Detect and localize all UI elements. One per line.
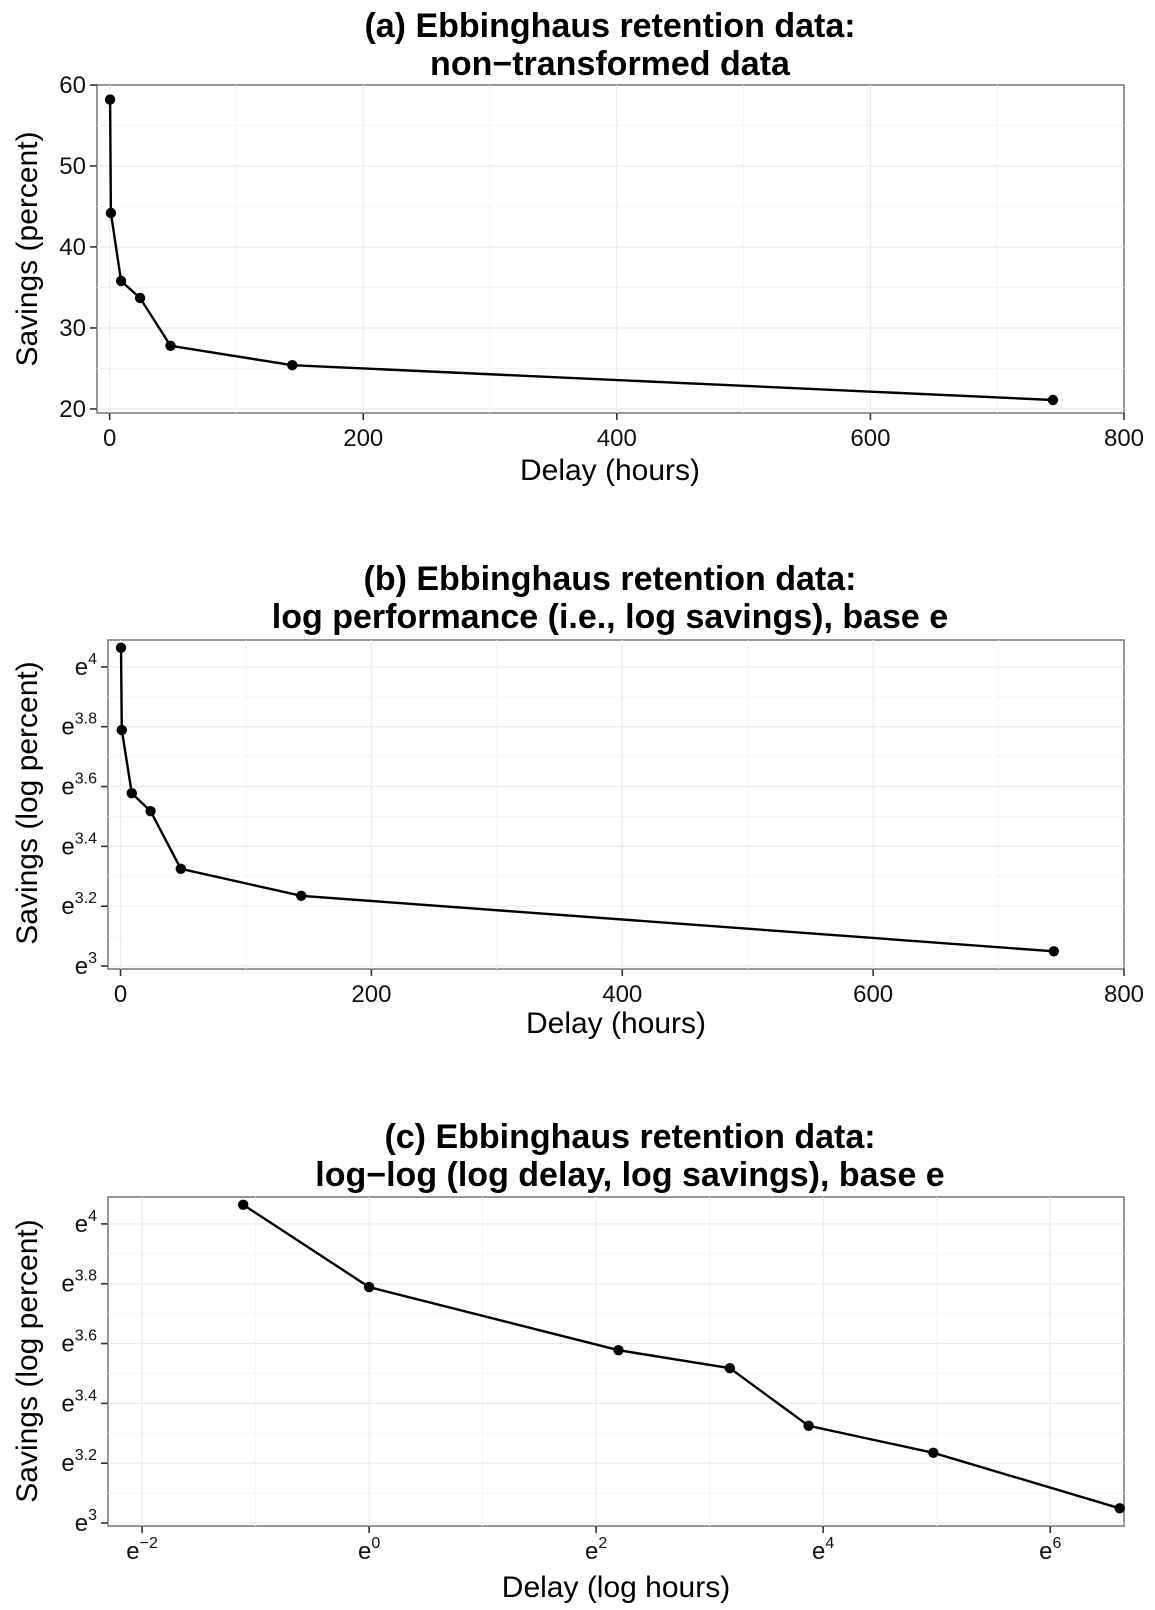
chart-b-data-point xyxy=(296,890,307,901)
chart-c-x-tick-label: e4 xyxy=(812,1535,834,1565)
chart-b-plot-area xyxy=(107,639,1125,970)
panel-b: (b) Ebbinghaus retention data: log perfo… xyxy=(11,560,1144,1040)
chart-a-title-line2: non−transformed data xyxy=(430,45,791,83)
chart-c-y-tick-label: e3.8 xyxy=(61,1268,97,1298)
chart-c-x-tick-label: e2 xyxy=(585,1535,607,1565)
panel-c: (c) Ebbinghaus retention data: log−log (… xyxy=(11,1118,1125,1604)
chart-c-data-point xyxy=(613,1345,624,1356)
chart-a-data-point xyxy=(287,360,298,371)
chart-b-x-axis-label: Delay (hours) xyxy=(526,1007,706,1040)
chart-c-title-line1: (c) Ebbinghaus retention data: xyxy=(384,1118,875,1156)
chart-b-data-point xyxy=(116,724,128,736)
chart-a-y-tick-label: 60 xyxy=(59,72,86,99)
chart-a-data-point xyxy=(134,292,146,304)
chart-a-data-point xyxy=(1047,394,1059,406)
chart-a-x-tick-label: 600 xyxy=(850,425,890,452)
chart-a-data-point xyxy=(115,275,127,287)
chart-a-data-point xyxy=(105,207,117,219)
chart-b-series xyxy=(115,642,1060,957)
chart-b-x-axis: 0 200 400 600 800 xyxy=(114,969,1144,1008)
chart-b-data-point xyxy=(145,806,156,817)
chart-b-grid xyxy=(108,640,1124,969)
chart-b-data-point xyxy=(1048,946,1060,957)
panel-a: (a) Ebbinghaus retention data: non−trans… xyxy=(11,7,1144,487)
chart-c-y-tick-label: e3.6 xyxy=(61,1328,97,1358)
chart-c-data-point xyxy=(1114,1503,1125,1514)
chart-a-x-tick-label: 400 xyxy=(597,425,637,452)
chart-b-data-point xyxy=(175,863,186,874)
chart-a-x-axis-label: Delay (hours) xyxy=(520,454,700,487)
chart-b-y-tick-label: e3.2 xyxy=(61,890,97,920)
chart-b-y-tick-label: e3 xyxy=(75,950,97,980)
chart-c-x-tick-label: e−2 xyxy=(126,1535,158,1565)
chart-c-y-axis-label: Savings (log percent) xyxy=(11,1219,44,1502)
chart-b-y-tick-label: e3.8 xyxy=(61,711,97,741)
chart-c-data-point xyxy=(928,1447,939,1459)
chart-b-title-line2: log performance (i.e., log savings), bas… xyxy=(272,598,948,636)
chart-c-y-tick-label: e3 xyxy=(75,1507,97,1537)
chart-c-y-tick-label: e3.4 xyxy=(61,1387,97,1417)
chart-c-y-axis: e3 e3.2 e3.4 e3.6 e3.8 e4 xyxy=(61,1208,108,1537)
chart-c-x-axis: e−2 e0 e2 e4 e6 xyxy=(126,1526,1061,1565)
chart-c-data-point xyxy=(724,1363,736,1374)
chart-a-x-tick-label: 800 xyxy=(1104,425,1144,452)
chart-b-y-axis-label: Savings (log percent) xyxy=(11,661,44,944)
chart-a-title-line1: (a) Ebbinghaus retention data: xyxy=(364,7,855,45)
chart-b-data-point xyxy=(115,642,127,653)
chart-b-x-tick-label: 200 xyxy=(351,981,391,1008)
chart-b-y-tick-label: e3.6 xyxy=(61,771,97,801)
chart-a-x-axis: 0 200 400 600 800 xyxy=(103,413,1144,452)
chart-b-title-line1: (b) Ebbinghaus retention data: xyxy=(364,560,857,598)
chart-c-plot-area xyxy=(107,1196,1125,1527)
chart-a-y-tick-label: 50 xyxy=(59,153,86,180)
chart-a-data-point xyxy=(165,340,176,351)
chart-b-x-tick-label: 0 xyxy=(114,981,127,1008)
chart-b-y-tick-label: e4 xyxy=(75,651,97,681)
chart-c-x-axis-label: Delay (log hours) xyxy=(502,1571,730,1604)
chart-c-data-point xyxy=(363,1281,375,1293)
chart-a-x-tick-label: 0 xyxy=(103,425,116,452)
chart-b-y-tick-label: e3.4 xyxy=(61,830,97,860)
chart-a-grid xyxy=(97,85,1124,413)
chart-b-x-tick-label: 800 xyxy=(1104,981,1144,1008)
chart-c-y-tick-label: e4 xyxy=(75,1208,97,1238)
chart-a-y-tick-label: 30 xyxy=(59,315,86,342)
chart-a-y-tick-label: 40 xyxy=(59,234,86,261)
chart-a-series xyxy=(104,94,1059,406)
chart-c-y-tick-label: e3.2 xyxy=(61,1447,97,1477)
chart-a-y-tick-label: 20 xyxy=(59,396,86,423)
chart-a-x-tick-label: 200 xyxy=(343,425,383,452)
chart-a-plot-area xyxy=(96,84,1125,414)
chart-c-x-tick-label: e0 xyxy=(358,1535,380,1565)
chart-a-data-point xyxy=(104,94,116,105)
chart-c-title-line2: log−log (log delay, log savings), base e xyxy=(315,1156,944,1194)
chart-b-x-tick-label: 600 xyxy=(853,981,893,1008)
chart-a-y-axis: 20 30 40 50 60 xyxy=(59,72,97,423)
chart-c-data-point xyxy=(803,1420,814,1432)
chart-c-series xyxy=(238,1199,1125,1514)
chart-c-data-point xyxy=(238,1199,249,1211)
chart-b-data-point xyxy=(126,788,137,799)
chart-c-grid xyxy=(108,1197,1124,1526)
chart-a-y-axis-label: Savings (percent) xyxy=(11,131,44,366)
chart-b-y-axis: e3 e3.2 e3.4 e3.6 e3.8 e4 xyxy=(61,651,108,980)
chart-c-x-tick-label: e6 xyxy=(1039,1535,1061,1565)
chart-b-x-tick-label: 400 xyxy=(602,981,642,1008)
